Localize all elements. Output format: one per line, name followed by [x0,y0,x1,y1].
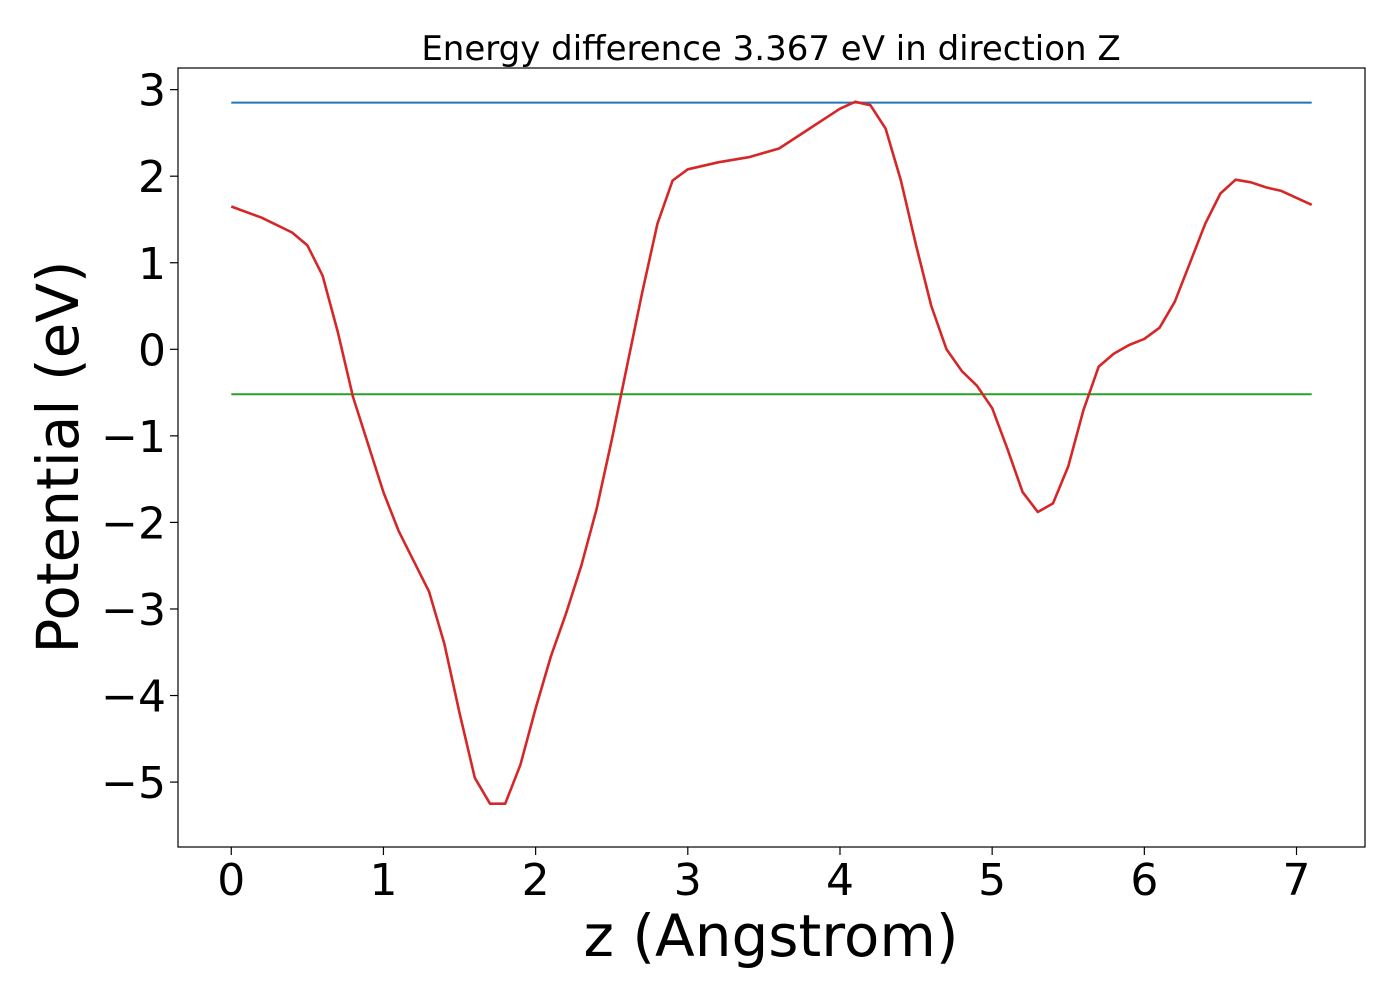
x-tick-label: 6 [1130,855,1158,906]
x-tick-label: 0 [217,855,245,906]
x-tick-label: 4 [826,855,854,906]
y-tick-label: −4 [101,672,166,723]
x-tick-label: 7 [1283,855,1311,906]
y-tick-label: 2 [138,152,166,203]
y-tick-label: −5 [101,758,166,809]
y-tick-label: −1 [101,412,166,463]
y-axis-label: Potential (eV) [24,260,92,653]
plot-frame [177,67,1366,848]
series-layer [230,100,1313,806]
y-ticks: 3 2 1 0 −1 −2 −3 −4 −5 [101,66,178,809]
x-tick-label: 3 [674,855,702,906]
x-axis-label: z (Angstrom) [584,902,959,970]
x-tick-label: 5 [978,855,1006,906]
y-tick-label: −2 [101,498,166,549]
x-ticks: 0 1 2 3 4 5 6 7 [217,847,1311,906]
chart-title: Energy difference 3.367 eV in direction … [421,29,1120,69]
y-tick-label: 1 [138,239,166,290]
y-tick-label: −3 [101,585,166,636]
y-tick-label: 3 [138,66,166,117]
x-tick-label: 2 [522,855,550,906]
potential-curve [230,100,1313,806]
x-tick-label: 1 [369,855,397,906]
y-tick-label: 0 [138,325,166,376]
